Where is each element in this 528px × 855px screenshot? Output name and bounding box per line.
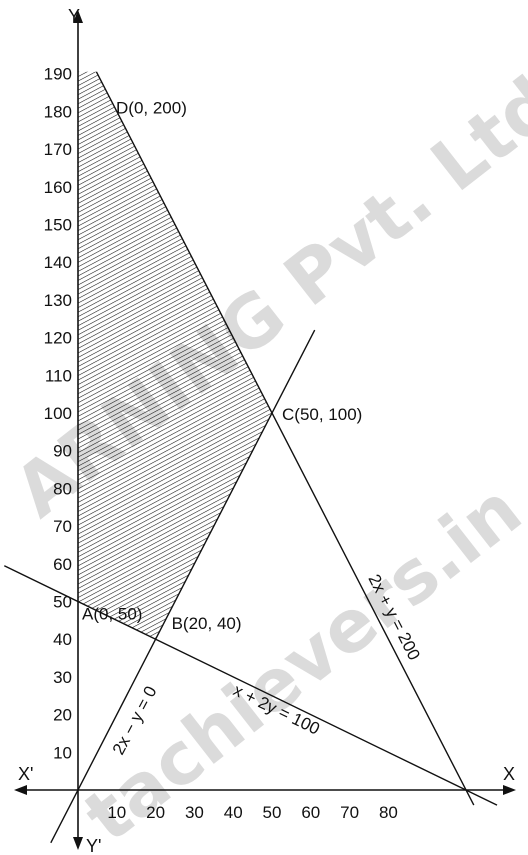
- x-tick-label: 30: [185, 803, 204, 822]
- x-tick-label: 40: [224, 803, 243, 822]
- y-tick-label: 70: [53, 517, 72, 536]
- y-neg-axis-arrow: [73, 837, 83, 850]
- y-tick-label: 150: [44, 216, 72, 235]
- y-tick-label: 110: [45, 366, 72, 385]
- y-neg-axis-label: Y': [86, 836, 101, 855]
- y-tick-label: 170: [44, 140, 72, 159]
- constraint-line: [3, 565, 498, 806]
- y-tick-label: 100: [44, 404, 72, 423]
- y-tick-label: 20: [53, 706, 72, 725]
- y-tick-label: 190: [44, 65, 72, 84]
- feasible-region: [78, 71, 272, 640]
- corner-point-labels: A(0, 50) B(20, 40) C(50, 100) D(0, 200): [82, 99, 362, 634]
- point-label: C(50, 100): [282, 405, 362, 424]
- y-tick-label: 50: [53, 593, 72, 612]
- y-tick-label: 80: [53, 479, 72, 498]
- axes: X X' Y Y': [14, 6, 516, 855]
- y-tick-label: 90: [53, 442, 72, 461]
- x-axis-label: X: [503, 764, 515, 784]
- constraint-line: [50, 329, 316, 844]
- constraint-line: [95, 71, 475, 806]
- y-tick-label: 180: [44, 102, 72, 121]
- y-tick-label: 40: [53, 630, 72, 649]
- x-tick-label: 10: [107, 803, 126, 822]
- x-tick-label: 20: [146, 803, 165, 822]
- y-tick-label: 10: [53, 743, 72, 762]
- x-tick-labels: 10 20 30 40 50 60 70 80: [107, 803, 398, 822]
- x-tick-label: 70: [340, 803, 359, 822]
- x-axis-arrow: [503, 785, 516, 795]
- point-label: A(0, 50): [82, 605, 142, 624]
- x-neg-axis-label: X': [18, 764, 33, 784]
- y-tick-labels: 10 20 30 40 50 60 70 80 90 100 110 120 130 140 150 160 1…: [44, 65, 72, 763]
- constraint-lines: [3, 71, 498, 844]
- y-tick-label: 160: [44, 178, 72, 197]
- y-axis-arrow: [73, 10, 83, 23]
- point-label: D(0, 200): [116, 99, 187, 118]
- x-neg-axis-arrow: [14, 785, 27, 795]
- x-tick-label: 60: [301, 803, 320, 822]
- x-tick-label: 50: [263, 803, 282, 822]
- y-tick-label: 30: [53, 668, 72, 687]
- y-tick-label: 140: [44, 253, 72, 272]
- point-label: B(20, 40): [172, 614, 242, 633]
- y-tick-label: 120: [44, 329, 72, 348]
- x-tick-label: 80: [379, 803, 398, 822]
- y-axis-label: Y: [68, 6, 80, 26]
- y-tick-label: 130: [44, 291, 72, 310]
- y-tick-label: 60: [53, 555, 72, 574]
